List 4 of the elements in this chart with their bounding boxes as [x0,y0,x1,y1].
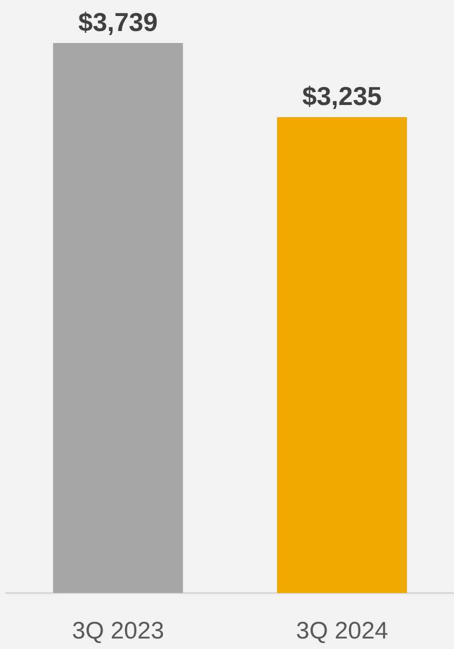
data-label: $3,235 [302,81,382,112]
x-tick-label: 3Q 2024 [296,618,388,644]
x-tick-label: 3Q 2023 [72,618,164,644]
data-label: $3,739 [78,7,158,37]
